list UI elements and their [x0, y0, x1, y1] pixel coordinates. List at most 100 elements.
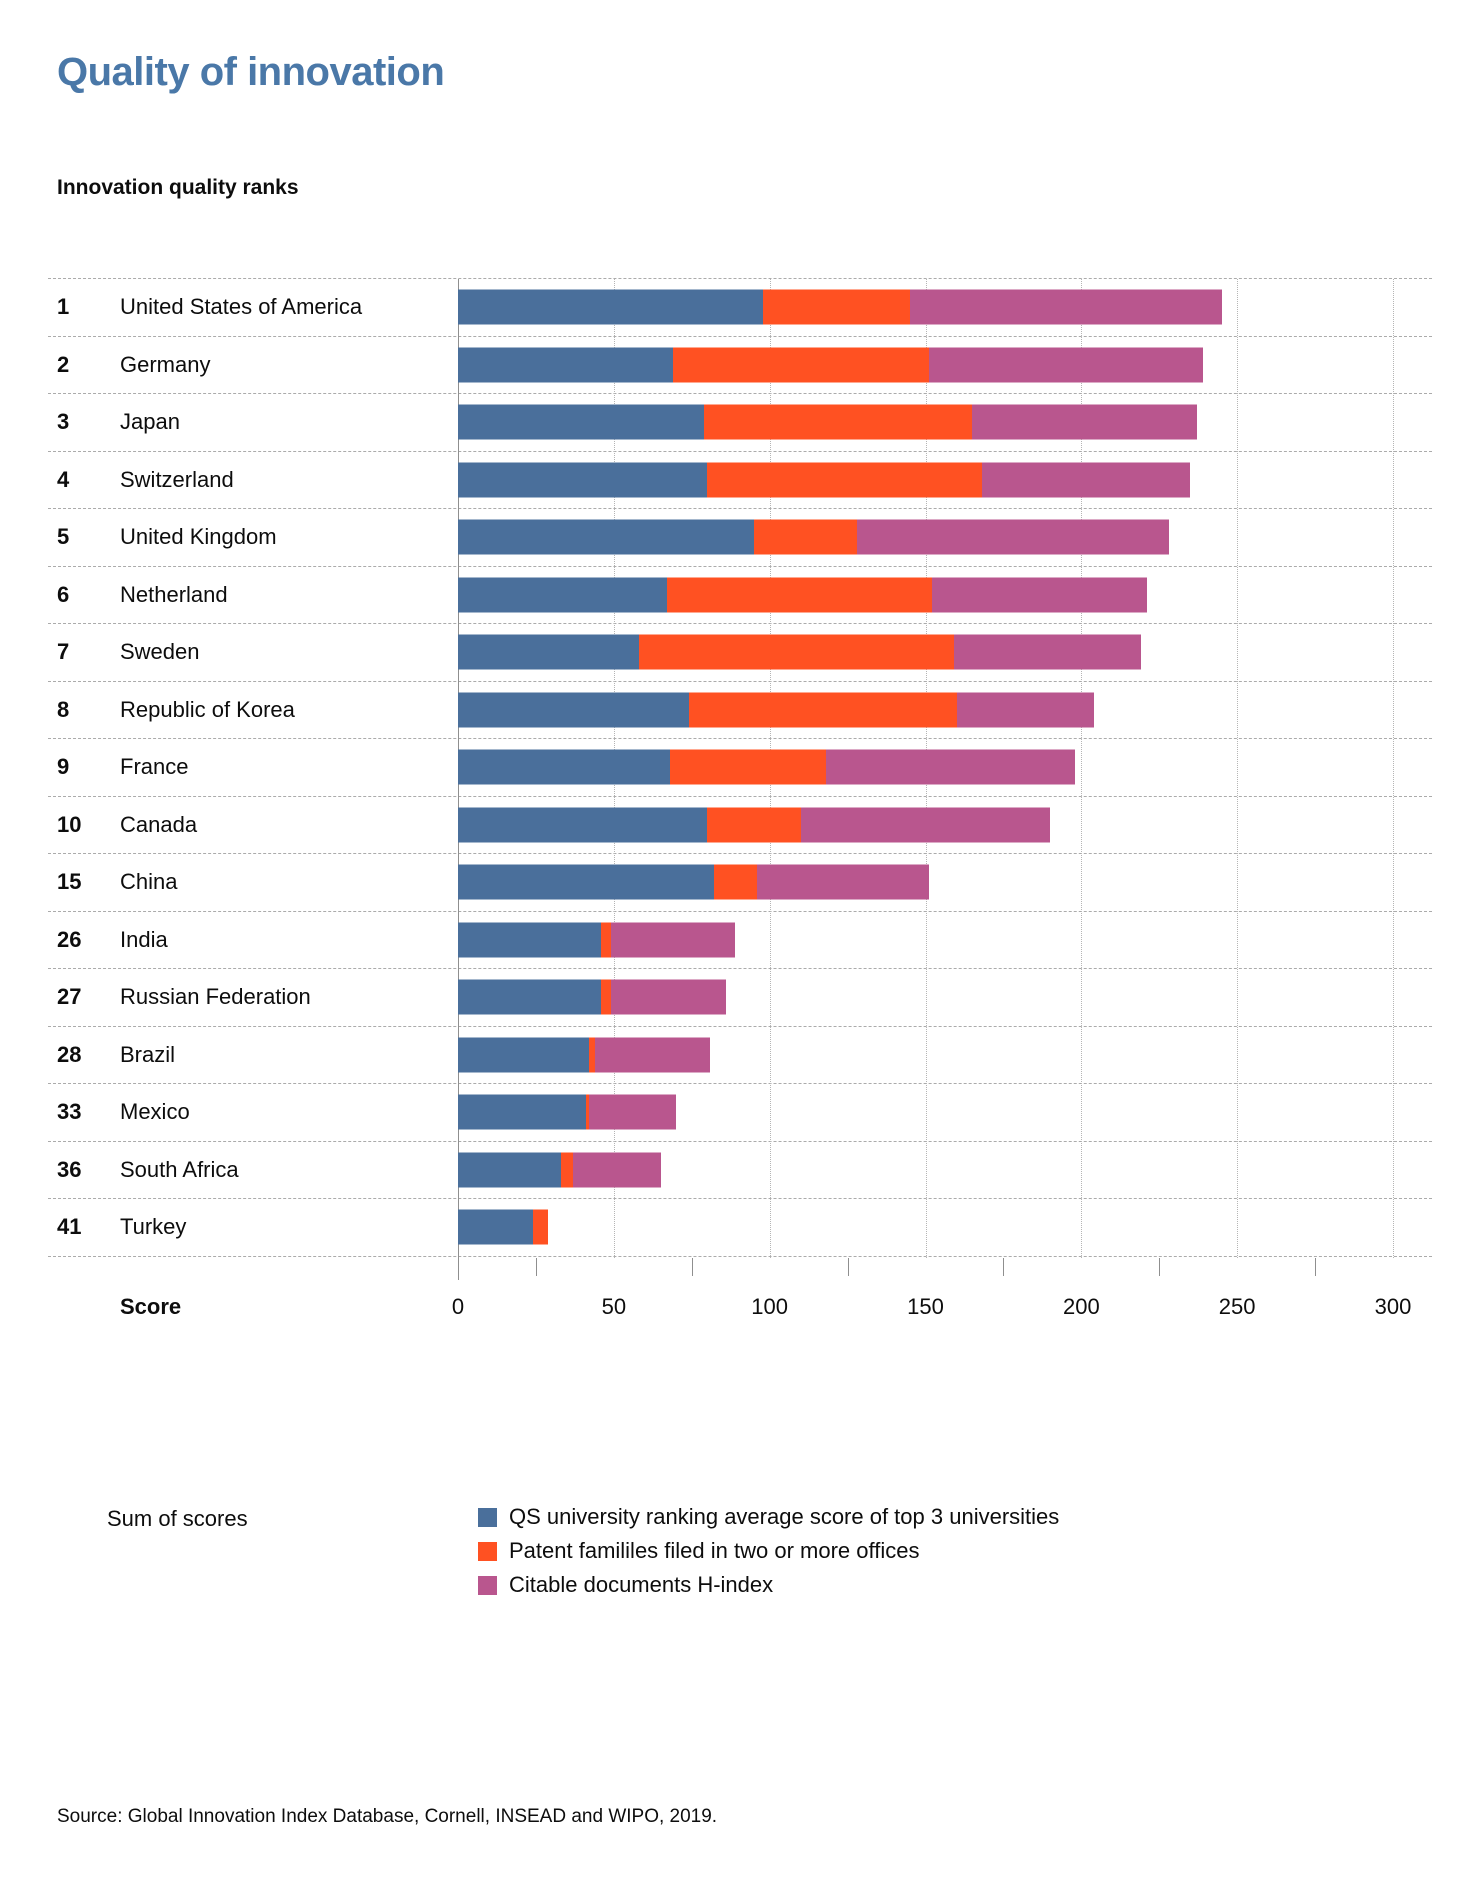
- legend-item-1: Patent famililes filed in two or more of…: [478, 1537, 1059, 1565]
- bar-segment-qs: [458, 577, 667, 613]
- bar-segment-hindex: [856, 519, 1169, 555]
- stacked-bar: [458, 634, 1141, 670]
- axis-tick-225: [1159, 1258, 1161, 1276]
- legend-label: Citable documents H-index: [509, 1572, 774, 1597]
- bar-segment-qs: [458, 519, 755, 555]
- axis-tick-125: [847, 1258, 849, 1276]
- row-rank: 15: [57, 869, 82, 895]
- axis-tick-275: [1315, 1258, 1317, 1276]
- bar-segment-patent: [707, 462, 982, 498]
- chart-legend: QS university ranking average score of t…: [478, 1503, 1059, 1605]
- bar-segment-qs: [458, 1094, 586, 1130]
- bar-segment-hindex: [981, 462, 1191, 498]
- tick-label-0: 0: [451, 1294, 465, 1319]
- legend-swatch-icon: [478, 1575, 497, 1595]
- row-country-label: China: [120, 869, 178, 895]
- innovation-quality-chart: 1 United States of America 2 Germany 3 Japan 4…: [48, 278, 1432, 1280]
- bar-segment-qs: [458, 462, 708, 498]
- bar-segment-qs: [458, 749, 670, 785]
- row-rank: 33: [57, 1099, 82, 1125]
- x-axis-title: Score: [120, 1294, 182, 1319]
- row-rank: 7: [57, 639, 70, 665]
- bar-segment-hindex: [972, 404, 1197, 440]
- chart-row-united-states-of-america: 1 United States of America: [48, 279, 1432, 337]
- chart-row-sweden: 7 Sweden: [48, 624, 1432, 682]
- bar-segment-qs: [458, 634, 639, 670]
- chart-row-turkey: 41 Turkey: [48, 1199, 1432, 1257]
- stacked-bar: [458, 807, 1051, 843]
- axis-tick-75: [691, 1258, 693, 1276]
- page-title: Quality of innovation: [57, 50, 445, 94]
- row-rank: 8: [57, 696, 70, 722]
- bar-segment-patent: [763, 289, 910, 325]
- chart-row-germany: 2 Germany: [48, 337, 1432, 394]
- stacked-bar: [458, 1094, 677, 1130]
- bar-segment-patent: [704, 404, 973, 440]
- row-country-label: Switzerland: [120, 466, 234, 492]
- bar-segment-patent: [713, 864, 758, 900]
- row-rank: 2: [57, 351, 70, 377]
- row-rank: 5: [57, 524, 70, 550]
- row-country-label: Netherland: [120, 581, 228, 607]
- stacked-bar: [458, 864, 929, 900]
- stacked-bar: [458, 1152, 661, 1188]
- bar-segment-patent: [688, 692, 957, 728]
- stacked-bar: [458, 692, 1094, 728]
- stacked-bar: [458, 404, 1197, 440]
- stacked-bar: [458, 577, 1147, 613]
- row-country-label: India: [120, 926, 168, 952]
- row-rank: 10: [57, 811, 82, 837]
- stacked-bar: [458, 289, 1222, 325]
- bar-segment-hindex: [588, 1094, 677, 1130]
- legend-swatch-icon: [478, 1507, 497, 1527]
- chart-row-united-kingdom: 5 United Kingdom: [48, 509, 1432, 567]
- chart-row-russian-federation: 27 Russian Federation: [48, 969, 1432, 1027]
- row-rank: 27: [57, 984, 82, 1010]
- stacked-bar: [458, 519, 1169, 555]
- bar-segment-qs: [458, 404, 705, 440]
- row-country-label: Russian Federation: [120, 984, 311, 1010]
- bar-segment-patent: [754, 519, 857, 555]
- row-rank: 9: [57, 754, 70, 780]
- bar-segment-qs: [458, 807, 708, 843]
- bar-segment-hindex: [800, 807, 1051, 843]
- bar-segment-patent: [666, 577, 932, 613]
- row-country-label: Germany: [120, 351, 211, 377]
- source-note: Source: Global Innovation Index Database…: [57, 1806, 718, 1827]
- row-country-label: United Kingdom: [120, 524, 277, 550]
- row-rank: 3: [57, 409, 70, 435]
- bar-segment-hindex: [956, 692, 1094, 728]
- stacked-bar: [458, 1037, 711, 1073]
- row-rank: 6: [57, 581, 70, 607]
- legend-label: QS university ranking average score of t…: [509, 1504, 1060, 1529]
- row-country-label: South Africa: [120, 1156, 239, 1182]
- row-country-label: Brazil: [120, 1041, 176, 1067]
- bar-segment-hindex: [573, 1152, 661, 1188]
- legend-item-0: QS university ranking average score of t…: [478, 1503, 1059, 1531]
- row-country-label: Republic of Korea: [120, 696, 295, 722]
- tick-label-250: 250: [1218, 1294, 1256, 1319]
- chart-row-south-africa: 36 South Africa: [48, 1142, 1432, 1199]
- bar-segment-hindex: [610, 979, 727, 1015]
- bar-segment-qs: [458, 347, 674, 383]
- row-country-label: Sweden: [120, 639, 200, 665]
- bar-segment-hindex: [595, 1037, 711, 1073]
- tick-label-100: 100: [751, 1294, 789, 1319]
- row-rank: 1: [57, 294, 70, 320]
- bar-segment-qs: [458, 1209, 533, 1245]
- legend-label: Patent famililes filed in two or more of…: [509, 1538, 920, 1563]
- bar-segment-hindex: [931, 577, 1147, 613]
- chart-row-brazil: 28 Brazil: [48, 1027, 1432, 1084]
- row-country-label: France: [120, 754, 189, 780]
- chart-row-switzerland: 4 Switzerland: [48, 452, 1432, 509]
- row-rank: 36: [57, 1156, 82, 1182]
- row-country-label: Turkey: [120, 1214, 187, 1240]
- legend-swatch-icon: [478, 1541, 497, 1561]
- tick-label-50: 50: [601, 1294, 627, 1319]
- bar-segment-patent: [532, 1209, 549, 1245]
- stacked-bar: [458, 462, 1191, 498]
- gridline-200: [1081, 279, 1083, 1258]
- chart-row-republic-of-korea: 8 Republic of Korea: [48, 682, 1432, 739]
- row-country-label: Japan: [120, 409, 180, 435]
- bar-segment-qs: [458, 1152, 561, 1188]
